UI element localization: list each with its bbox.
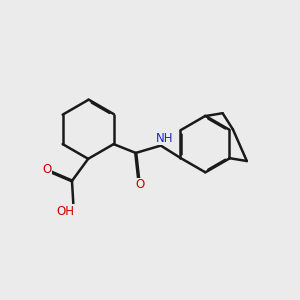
Text: O: O bbox=[136, 178, 145, 191]
Text: O: O bbox=[42, 163, 52, 176]
Text: NH: NH bbox=[156, 132, 173, 145]
Text: OH: OH bbox=[56, 205, 74, 218]
